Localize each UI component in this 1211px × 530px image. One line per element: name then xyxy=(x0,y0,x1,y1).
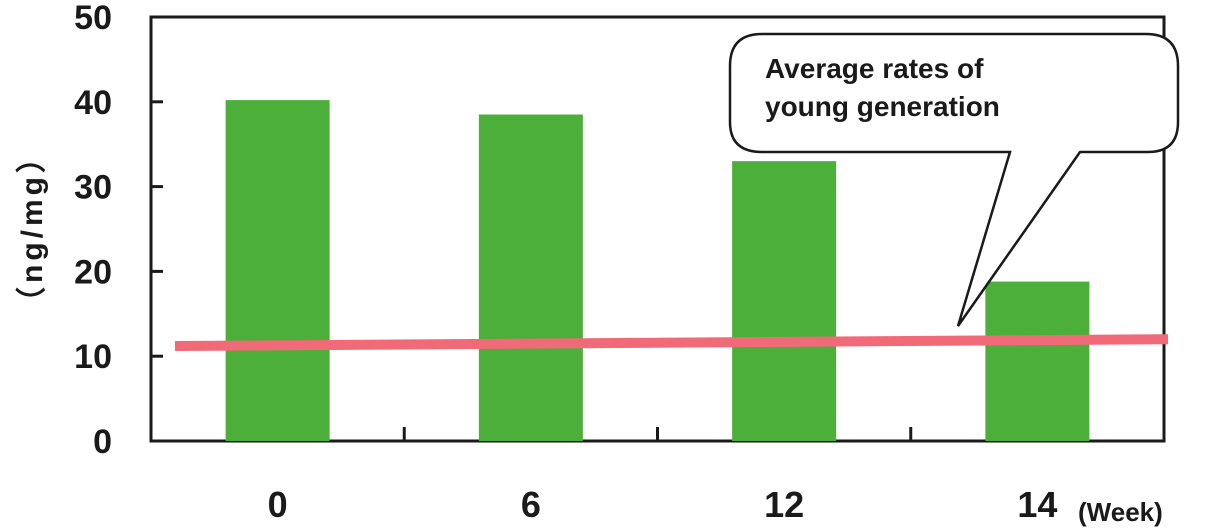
x-category-label: 0 xyxy=(268,484,288,525)
annotation-callout: Average rates of young generation xyxy=(728,32,1180,327)
y-tick-label: 20 xyxy=(74,253,112,291)
bar-week-14 xyxy=(985,281,1090,441)
bar-series: 0 6 12 14 xyxy=(225,100,1090,525)
y-tick-label: 40 xyxy=(74,84,112,122)
x-axis-ticks xyxy=(402,427,913,441)
x-category-label: 14 xyxy=(1017,484,1057,525)
bar-week-6 xyxy=(478,114,583,442)
callout-bubble xyxy=(728,32,1180,327)
reference-line xyxy=(174,334,1169,352)
reference-line-group xyxy=(174,334,1169,352)
bar-week-0 xyxy=(225,100,330,441)
y-tick-label: 0 xyxy=(93,423,112,461)
y-tick-label: 50 xyxy=(74,0,112,37)
y-tick-label: 30 xyxy=(74,169,112,207)
bar-week-12 xyxy=(732,161,837,441)
y-axis-label: （ng/mg） xyxy=(15,139,49,317)
callout-line-1: Average rates of xyxy=(765,53,984,84)
y-axis-ticks: 0 10 20 30 40 50 xyxy=(74,0,163,461)
y-tick-label: 10 xyxy=(74,338,112,376)
x-category-label: 12 xyxy=(764,484,804,525)
callout-line-2: young generation xyxy=(765,91,1000,122)
x-axis-unit: (Week) xyxy=(1078,497,1163,527)
x-category-label: 6 xyxy=(521,484,541,525)
